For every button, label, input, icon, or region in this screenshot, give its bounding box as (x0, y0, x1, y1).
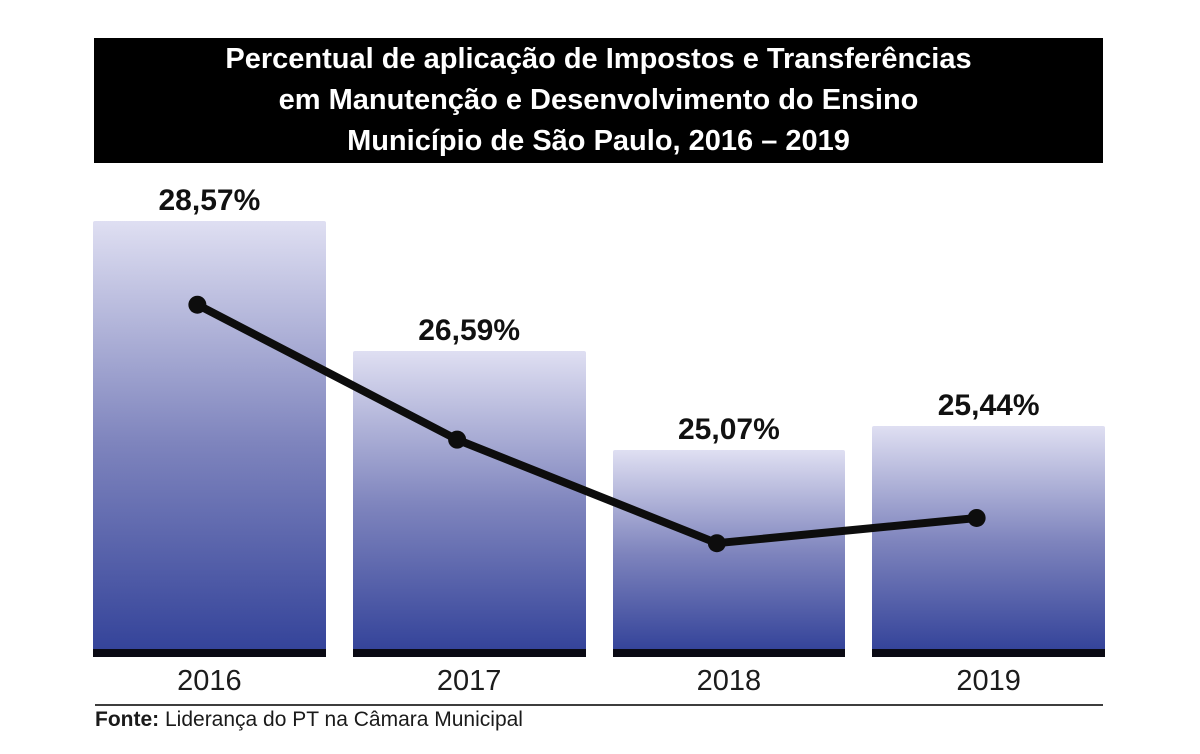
chart-title-banner: Percentual de aplicação de Impostos e Tr… (94, 38, 1103, 163)
x-tick-2018: 2018 (696, 665, 762, 697)
chart-title-line-2: em Manutenção e Desenvolvimento do Ensin… (278, 84, 919, 116)
bar-2018 (612, 449, 846, 657)
x-tick-2017: 2017 (436, 665, 502, 697)
chart-title-line-1: Percentual de aplicação de Impostos e Tr… (225, 43, 972, 75)
bar-2019 (872, 425, 1105, 657)
bar-2016 (93, 221, 326, 657)
bar-2017 (352, 350, 586, 657)
x-tick-2019: 2019 (956, 665, 1021, 697)
value-label-2019: 25,44% (937, 388, 1040, 422)
source-caption: Fonte: Liderança do PT na Câmara Municip… (95, 708, 523, 732)
source-label: Fonte: (95, 708, 160, 731)
value-label-2017: 26,59% (418, 313, 520, 347)
value-label-2016: 28,57% (158, 184, 261, 218)
source-divider-rule (95, 704, 1103, 706)
chart-title-line-3: Município de São Paulo, 2016 – 2019 (347, 125, 850, 157)
source-text: Liderança do PT na Câmara Municipal (159, 708, 523, 731)
value-label-2018: 25,07% (678, 412, 780, 446)
x-tick-2016: 2016 (177, 665, 242, 697)
